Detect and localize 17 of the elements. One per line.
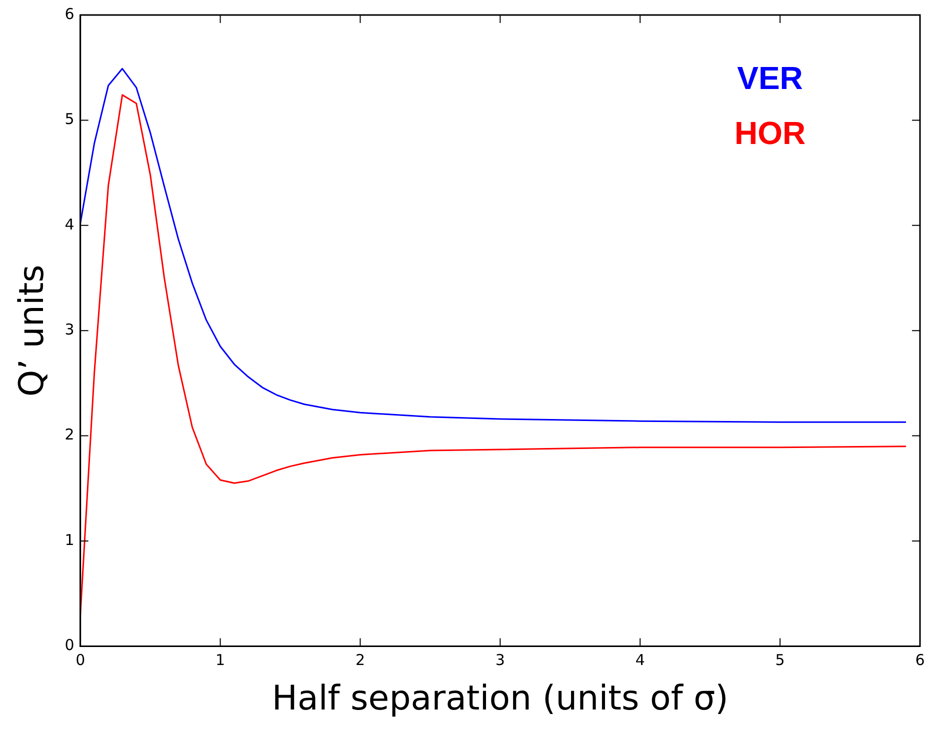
x-tick-label: 2: [355, 651, 365, 670]
text: VER: [737, 60, 803, 96]
y-tick-label: 6: [64, 4, 74, 23]
x-tick-label: 6: [915, 651, 925, 670]
text: HOR: [734, 114, 806, 151]
y-axis-title: Q’ units: [12, 264, 52, 397]
y-tick-label: 3: [64, 320, 74, 338]
x-tick-label: 3: [495, 651, 505, 670]
x-tick-label: 4: [635, 651, 645, 670]
x-tick-label: 5: [775, 651, 785, 670]
y-tick-label: 2: [64, 426, 74, 444]
x-tick-label: 1: [216, 651, 226, 670]
y-tick-label: 0: [64, 636, 74, 654]
y-tick-label: 1: [64, 530, 74, 549]
y-tick-label: 4: [64, 215, 74, 234]
y-tick-label: 5: [64, 110, 74, 128]
x-axis-title: Half separation (units of σ): [272, 678, 728, 718]
